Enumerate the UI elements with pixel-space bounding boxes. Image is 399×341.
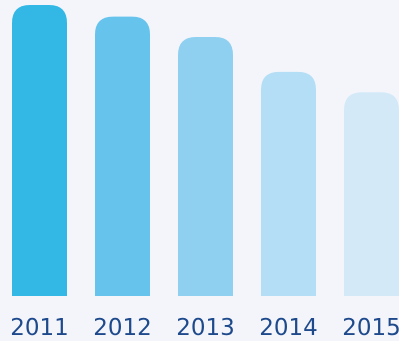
bar-2012 <box>95 16 150 296</box>
x-tick-label-2011: 2011 <box>10 315 69 341</box>
bar-2015 <box>344 92 399 296</box>
bar-2014 <box>261 71 316 297</box>
x-tick-label-2015: 2015 <box>342 315 399 341</box>
bar-2013 <box>178 37 233 296</box>
x-tick-label-2013: 2013 <box>176 315 235 341</box>
x-tick-label-2012: 2012 <box>93 315 152 341</box>
bar-2011 <box>12 5 67 296</box>
x-tick-label-2014: 2014 <box>259 315 318 341</box>
